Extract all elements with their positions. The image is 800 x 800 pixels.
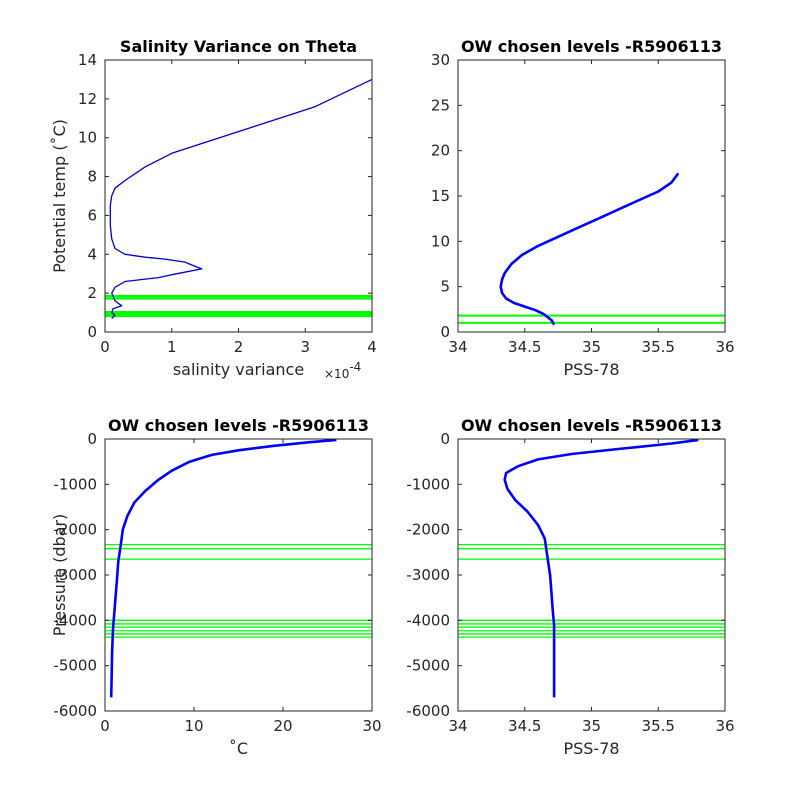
profile-lines <box>503 439 699 698</box>
y-tick-label: -2000 <box>406 521 450 539</box>
x-exponent-label: ×10-4 <box>324 360 361 381</box>
y-tick-label: -3000 <box>406 566 450 584</box>
chosen-levels <box>105 294 372 318</box>
y-tick-label: -1000 <box>53 475 97 493</box>
y-tick-label: -6000 <box>406 702 450 720</box>
x-tick-label: 35.5 <box>642 717 675 735</box>
x-tick-label: 34 <box>448 717 467 735</box>
profile-lines <box>109 439 337 698</box>
y-tick-label: 14 <box>78 51 97 69</box>
subplot-4: 34 34.5 35 35.5 36 -6000 -5000 -4000 -3000 -2000 -… <box>406 416 734 758</box>
subplot-2: 34 34.5 35 35.5 36 0 5 10 15 20 25 30 OW chosen leve… <box>431 37 735 379</box>
y-tick-label: 10 <box>78 129 97 147</box>
x-tick-label: 35 <box>582 338 601 356</box>
series-line-1 <box>109 439 337 698</box>
axes-box <box>104 438 373 712</box>
x-axis-label: PSS-78 <box>563 360 619 379</box>
x-axis-label: salinity variance <box>173 360 304 379</box>
chosen-levels <box>105 543 372 638</box>
y-tick-label: 4 <box>87 245 97 263</box>
x-tick-label: 10 <box>184 717 203 735</box>
axes-box <box>457 438 726 712</box>
y-tick-label: -5000 <box>53 657 97 675</box>
chart-title: OW chosen levels -R5906113 <box>108 416 369 435</box>
y-tick-label: 12 <box>78 90 97 108</box>
y-tick-label: -4000 <box>406 611 450 629</box>
x-tick-label: 4 <box>367 338 377 356</box>
y-tick-label: 8 <box>87 168 97 186</box>
x-tick-label: 36 <box>715 338 734 356</box>
y-tick-label: 20 <box>431 142 450 160</box>
x-tick-label: 35 <box>582 717 601 735</box>
series-line-1 <box>109 78 372 319</box>
x-tick-label: 35.5 <box>642 338 675 356</box>
y-tick-label: -2000 <box>53 521 97 539</box>
x-tick-label: 20 <box>273 717 292 735</box>
axes-box <box>457 59 726 333</box>
y-tick-label: 0 <box>87 323 97 341</box>
y-axis-label: Potential temp (˚C) <box>50 119 69 273</box>
y-tick-label: 0 <box>440 430 450 448</box>
x-tick-label: 30 <box>362 717 381 735</box>
profile-lines <box>109 78 372 319</box>
y-tick-label: -4000 <box>53 611 97 629</box>
y-tick-label: -1000 <box>406 475 450 493</box>
x-tick-label: 34 <box>448 338 467 356</box>
axes-box <box>104 59 373 333</box>
y-tick-label: 30 <box>431 51 450 69</box>
x-tick-label: 0 <box>100 717 110 735</box>
chart-title: OW chosen levels -R5906113 <box>461 37 722 56</box>
chosen-levels <box>458 543 725 638</box>
x-tick-label: 34.5 <box>508 338 541 356</box>
profile-lines <box>499 172 680 326</box>
y-tick-label: 0 <box>87 430 97 448</box>
series-line-1 <box>499 172 680 326</box>
chart-title: OW chosen levels -R5906113 <box>461 416 722 435</box>
chart-title: Salinity Variance on Theta <box>120 37 357 56</box>
x-tick-label: 0 <box>100 338 110 356</box>
x-tick-label: 3 <box>300 338 310 356</box>
y-tick-label: 25 <box>431 96 450 114</box>
y-tick-label: 15 <box>431 187 450 205</box>
subplot-3: 0 10 20 30 -6000 -5000 -4000 -3000 -2000 -1000 0 OW… <box>50 416 382 758</box>
y-tick-label: -3000 <box>53 566 97 584</box>
y-tick-label: -5000 <box>406 657 450 675</box>
x-tick-label: 1 <box>167 338 177 356</box>
chosen-levels <box>458 314 725 324</box>
y-tick-label: 10 <box>431 232 450 250</box>
y-tick-label: 2 <box>87 284 97 302</box>
x-tick-label: 36 <box>715 717 734 735</box>
y-axis-label: Pressure (dbar) <box>50 514 69 637</box>
x-tick-label: 2 <box>234 338 244 356</box>
x-axis-label: PSS-78 <box>563 739 619 758</box>
y-tick-label: -6000 <box>53 702 97 720</box>
x-axis-label: ˚C <box>229 739 248 758</box>
x-tick-label: 34.5 <box>508 717 541 735</box>
y-tick-label: 6 <box>87 206 97 224</box>
y-tick-label: 0 <box>440 323 450 341</box>
y-tick-label: 5 <box>440 278 450 296</box>
series-line-1 <box>503 439 699 698</box>
